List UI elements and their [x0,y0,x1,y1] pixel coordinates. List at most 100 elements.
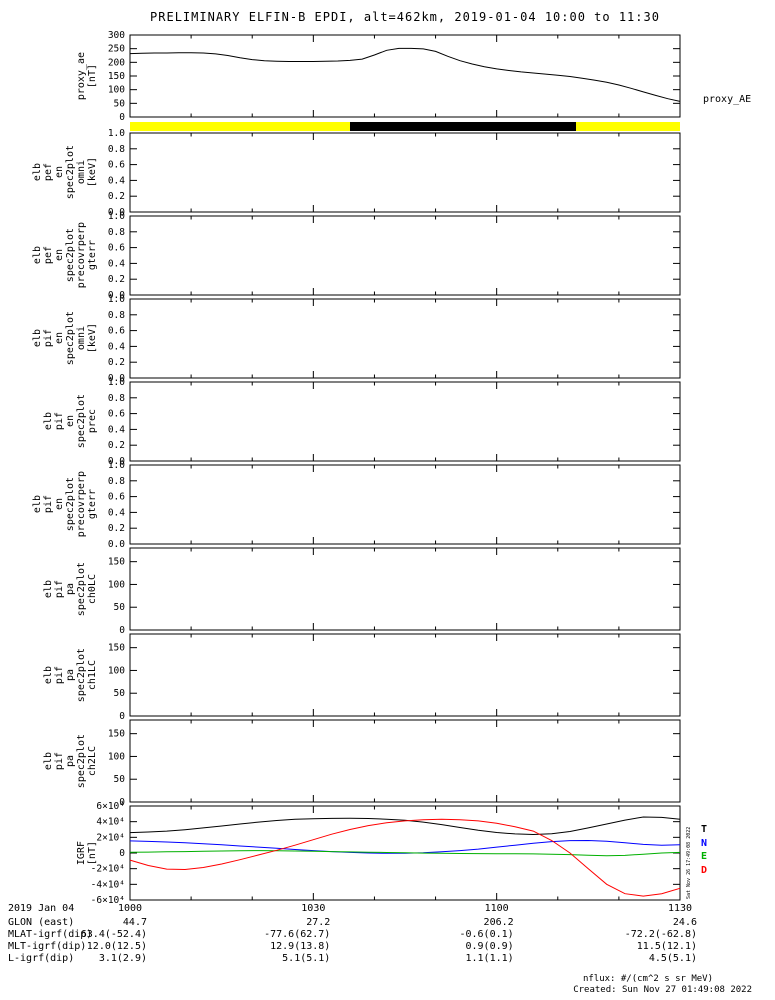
y-tick-label: 150 [108,71,125,82]
series-E [129,850,681,857]
ylabel-line: pif [43,495,54,514]
panel-frame [129,633,681,717]
y-tick-label: 250 [108,44,125,55]
footer-row-value: 63.4(-52.4) [80,929,147,940]
footer-row-value: -72.2(-62.8) [624,929,697,940]
ylabel-line: [nT] [87,63,98,89]
y-tick-label: 0 [119,711,125,722]
footer-row-value: -77.6(62.7) [264,929,331,940]
orbit-bar-segment [350,122,577,131]
xtick-label: 1100 [484,903,509,914]
ylabel-line: omni [76,160,87,185]
ylabel-line: spec2plot [76,647,87,703]
ylabel-line: elb [43,579,54,599]
y-tick-label: -6×10⁴ [91,895,125,906]
panel-elb_pif_en_spec2plot_omni: 0.0 0.2 0.4 0.6 0.8 1.0 [108,294,681,384]
footer-row-value: 1.1(1.1) [465,953,514,964]
footer-row-value: 5.1(5.1) [282,953,331,964]
footer-row-label: L-igrf(dip) [8,953,75,964]
ylabel-line: elb [43,751,54,771]
y-tick-label: 0.2 [108,191,125,202]
y-tick-label: 0 [119,797,125,808]
y-tick-label: 50 [114,98,126,109]
ylabel-elb_pif_en_spec2plot_omni: elb pif en spec2plot omni [keV] [0,299,98,378]
y-tick-label: -2×10⁴ [91,864,125,875]
ylabel-line: pef [43,163,54,182]
y-tick-label: 0.0 [108,207,125,218]
ylabel-line: proxy_ae [76,51,87,101]
ylabel-line: gterr [87,489,98,520]
orbit-region-bar [130,122,680,131]
y-tick-label: 0 [119,625,125,636]
panel-elb_pif_en_spec2plot_precovrperp_gterr: 0.0 0.2 0.4 0.6 0.8 1.0 [108,460,681,550]
y-tick-label: 50 [114,774,126,785]
y-tick-label: 6×10⁴ [96,801,125,812]
panel-elb_pif_en_spec2plot_prec: 0.0 0.2 0.4 0.6 0.8 1.0 [108,377,681,467]
panel-frame [129,464,681,545]
ylabel-line: spec2plot [65,477,76,532]
y-tick-label: 0.2 [108,274,125,285]
igrf-legend-E: E [701,851,708,862]
footer-row-value: 206.2 [483,917,514,928]
y-tick-label: 0.8 [108,310,125,321]
y-tick-label: 200 [108,57,125,68]
ylabel-line: spec2plot [65,311,76,366]
y-tick-label: 100 [108,579,125,590]
panel-frame [129,132,681,213]
y-tick-label: 50 [114,602,126,613]
ylabel-line: pef [43,246,54,265]
footer-row-label: MLT-igrf(dip) [8,941,87,952]
series-D [129,818,681,897]
ylabel-line: precovrperp [76,471,87,538]
xtick-label: 1130 [667,903,693,914]
ylabel-line: en [54,498,65,511]
y-tick-label: 100 [108,85,125,96]
ylabel-line: en [54,249,65,262]
ylabel-line: pif [54,665,65,685]
y-tick-label: 150 [108,557,125,568]
ylabel-elb_pif_en_spec2plot_prec: elb pif en spec2plot prec [0,382,98,461]
footer-row: MLAT-igrf(dip) 63.4(-52.4) -77.6(62.7) -0.6… [0,929,775,941]
ylabel-line: pa [65,582,76,596]
ylabel-line: pif [54,751,65,771]
panel-frame [129,298,681,379]
y-tick-label: 0.8 [108,227,125,238]
panel-elb_pif_pa_spec2plot_ch2LC: 0 50 100 150 [108,719,681,808]
y-tick-label: 0.4 [108,258,125,269]
y-tick-label: 0.8 [108,393,125,404]
ylabel-line: pa [65,754,76,768]
ylabel-line: elb [32,163,43,182]
ylabel-igrf: IGRF [nT] [0,806,98,900]
footer-row-value: 4.5(5.1) [648,953,697,964]
igrf-legend-T: T [701,824,708,835]
ylabel-line: ch0LC [87,573,98,605]
ylabel-line: gterr [87,240,98,271]
panel-elb_pif_pa_spec2plot_ch0LC: 0 50 100 150 [108,547,681,636]
y-tick-label: 0.2 [108,523,125,534]
panel-elb_pef_en_spec2plot_precovrperp_gterr: 0.0 0.2 0.4 0.6 0.8 1.0 [108,211,681,301]
panel-elb_pif_pa_spec2plot_ch1LC: 0 50 100 150 [108,633,681,722]
y-tick-label: 100 [108,751,125,762]
y-tick-label: 0.6 [108,492,125,503]
panel-igrf: -6×10⁴ -4×10⁴ -2×10⁴ 0 2×10⁴ 4×10⁴ 6×10⁴ [91,801,681,906]
y-tick-label: 0.6 [108,326,125,337]
y-tick-label: 0.6 [108,243,125,254]
footer-row-value: 3.1(2.9) [98,953,147,964]
orbit-bar-segment [576,122,680,131]
y-tick-label: 0.2 [108,357,125,368]
panel-frame [129,215,681,296]
y-tick-label: -4×10⁴ [91,879,125,890]
ylabel-line: [keV] [87,323,98,354]
ylabel-elb_pif_pa_spec2plot_ch0LC: elb pif pa spec2plot ch0LC [0,548,98,630]
ylabel-line: [keV] [87,157,98,188]
y-tick-label: 0.6 [108,409,125,420]
ylabel-line: elb [32,329,43,348]
y-tick-label: 50 [114,688,126,699]
ylabel-line: [nT] [87,840,98,866]
y-tick-label: 0.4 [108,424,125,435]
y-tick-label: 1.0 [108,128,125,139]
ylabel-line: spec2plot [76,733,87,789]
footer-row-value: 44.7 [122,917,147,928]
